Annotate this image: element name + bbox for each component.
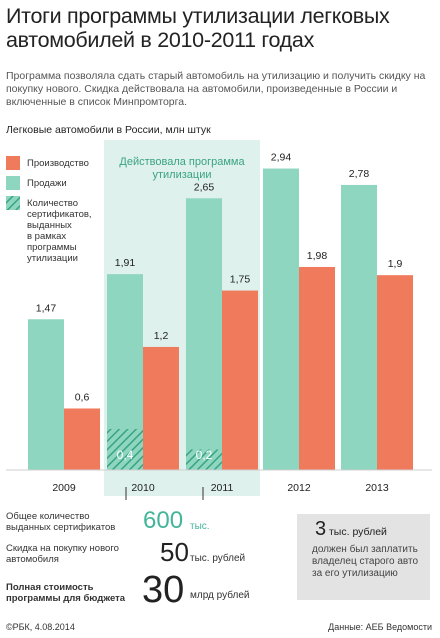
label-certificates-2010: 0,4 — [117, 448, 134, 462]
budget-label: Полная стоимость программы для бюджета — [6, 582, 126, 604]
legend-certificates-text: Количество сертификатов, выданных в рамках п… — [27, 198, 92, 264]
bar-production-2011 — [222, 290, 258, 470]
footer-source-right: Данные: АЕБ Ведомости — [328, 622, 432, 632]
label-production-2010: 1,2 — [154, 330, 169, 342]
callout-box: 3 тыс. рублей должен был заплатить владе… — [297, 514, 430, 600]
bar-production-2012 — [299, 266, 335, 470]
callout-unit: тыс. рублей — [329, 526, 387, 538]
certificates-value: 600 — [143, 507, 184, 534]
legend-production-swatch — [6, 156, 20, 170]
label-sales-2010: 1,91 — [115, 257, 136, 269]
bar-certificates-2010 — [107, 428, 143, 470]
bar-sales-2013 — [341, 184, 377, 470]
bar-sales-2009 — [28, 319, 64, 470]
discount-value: 50 — [160, 537, 189, 567]
budget-value: 30 — [142, 569, 185, 611]
footer-source-left: ©РБК, 4.08.2014 — [6, 622, 75, 632]
legend-certificates-swatch — [6, 196, 20, 210]
x-tick-2011: 2011 — [211, 482, 234, 494]
x-tick-2013: 2013 — [365, 482, 389, 494]
label-certificates-2011: 0,2 — [196, 448, 213, 462]
label-sales-2011: 2,65 — [194, 181, 215, 193]
bar-production-2013 — [377, 275, 413, 470]
bar-production-2010 — [143, 346, 179, 470]
label-sales-2009: 1,47 — [36, 302, 57, 314]
bar-certificates-2011 — [186, 449, 222, 470]
label-sales-2013: 2,78 — [349, 168, 370, 180]
program-annotation-line1: Действовала программа — [119, 156, 245, 168]
legend-production-text: Производство — [27, 158, 89, 169]
label-production-2012: 1,98 — [307, 250, 328, 262]
discount-label: Скидка на покупку нового автомобиля — [6, 543, 119, 565]
label-production-2009: 0,6 — [75, 391, 90, 403]
label-sales-2012: 2,94 — [271, 152, 292, 164]
budget-unit: млрд рублей — [190, 590, 250, 601]
discount-unit: тыс. рублей — [190, 553, 246, 564]
callout-value: 3 — [315, 518, 327, 540]
callout-text: должен был заплатить владелец старого ав… — [312, 544, 419, 579]
year-bracket — [125, 487, 204, 500]
certificates-unit: тыс. — [190, 521, 210, 532]
page-title: Итоги программы утилизации легковых авто… — [6, 4, 390, 52]
certificates-label: Общее количество выданных сертификатов — [6, 511, 116, 533]
legend-sales-text: Продажи — [27, 178, 67, 189]
label-production-2013: 1,9 — [388, 258, 403, 270]
bar-production-2009 — [64, 408, 100, 470]
bar-chart: Действовала программа утилизации 1,47 0,6… — [6, 140, 432, 500]
label-production-2011: 1,75 — [230, 274, 251, 286]
x-tick-2009: 2009 — [52, 482, 76, 494]
x-tick-2012: 2012 — [287, 482, 311, 494]
chart-subtitle: Легковые автомобили в России, млн штук — [6, 124, 211, 136]
x-tick-2010: 2010 — [131, 482, 155, 494]
bar-sales-2011 — [186, 198, 222, 470]
bar-sales-2012 — [263, 168, 299, 470]
legend-sales-swatch — [6, 176, 20, 190]
program-annotation-line2: утилизации — [153, 169, 212, 181]
intro-text: Программа позволяла сдать старый автомоб… — [6, 70, 426, 108]
